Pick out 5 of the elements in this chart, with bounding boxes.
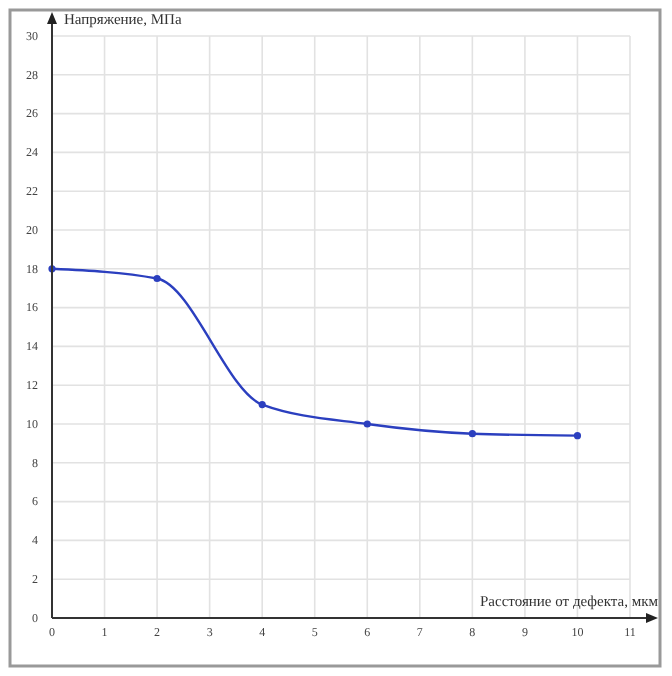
point — [573, 432, 582, 440]
point — [258, 401, 266, 409]
point — [468, 430, 476, 438]
point — [153, 274, 161, 283]
point — [363, 420, 371, 428]
